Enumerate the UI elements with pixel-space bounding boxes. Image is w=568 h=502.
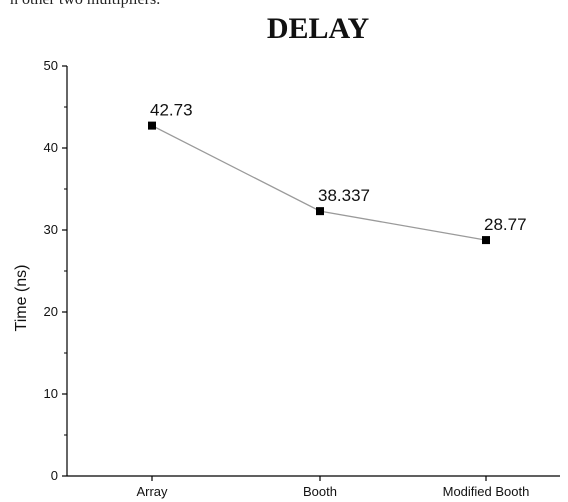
y-tick-label: 50	[44, 58, 58, 73]
x-tick-label: Modified Booth	[443, 484, 530, 499]
x-axis-categories: Array Booth Modified Booth	[136, 476, 529, 499]
x-tick-label: Array	[136, 484, 168, 499]
y-axis-ticks: 0 10 20 30 40 50	[44, 58, 67, 483]
data-label: 38.337	[318, 186, 370, 205]
data-point-marker	[316, 207, 324, 216]
y-tick-label: 40	[44, 140, 58, 155]
series-line	[151, 125, 487, 241]
y-axis-label: Time (ns)	[13, 265, 30, 332]
cropped-caption-text: n other two multipliers.	[10, 0, 160, 8]
y-tick-label: 0	[51, 468, 58, 483]
y-tick-label: 30	[44, 222, 58, 237]
data-point-marker	[482, 236, 490, 245]
chart-title: DELAY	[267, 12, 370, 45]
chart-axes	[66, 66, 560, 477]
data-series: 42.73 38.337 28.77	[148, 101, 527, 245]
data-point-marker	[148, 121, 156, 130]
y-tick-label: 10	[44, 386, 58, 401]
x-tick-label: Booth	[303, 484, 337, 499]
data-label: 28.77	[484, 215, 527, 234]
data-label: 42.73	[150, 101, 193, 120]
y-tick-label: 20	[44, 304, 58, 319]
